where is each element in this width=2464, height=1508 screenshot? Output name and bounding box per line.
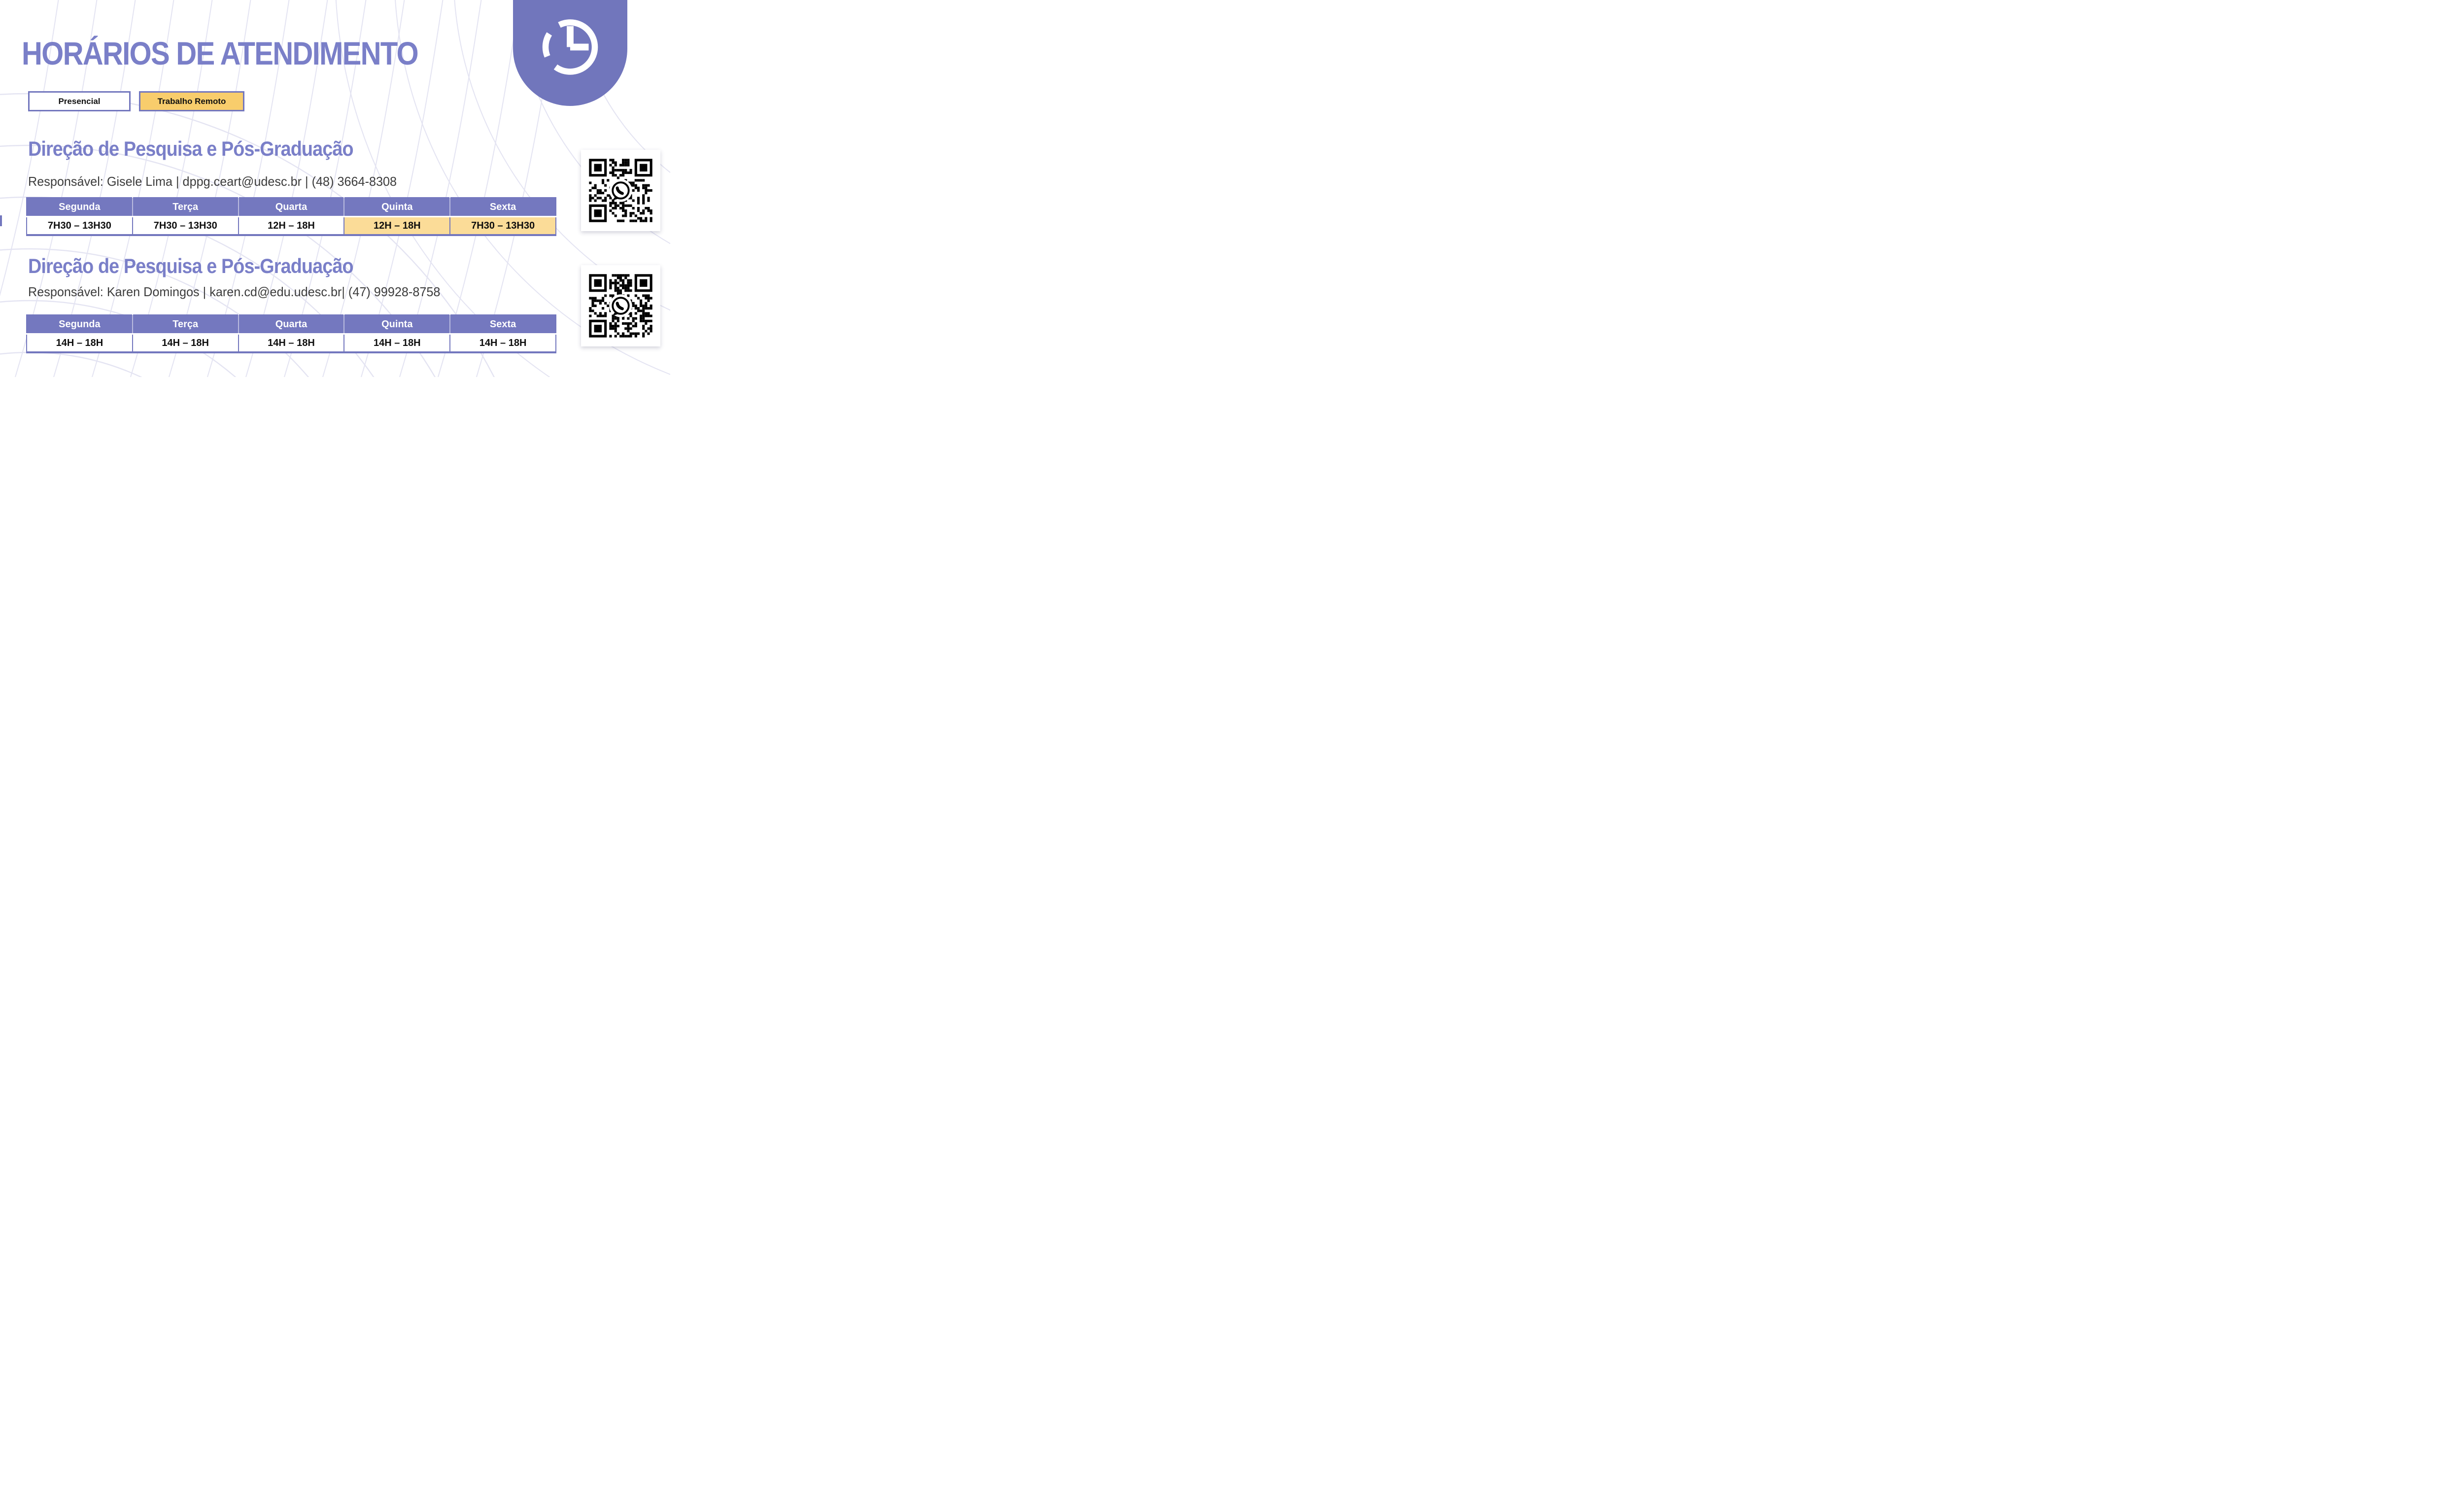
day-header-cell: Terça [132, 198, 239, 217]
hours-cell: 14H – 18H [238, 333, 345, 353]
slide: HORÁRIOS DE ATENDIMENTO Presencial Traba… [0, 0, 670, 377]
clock-badge [513, 0, 627, 106]
section-heading: Direção de Pesquisa e Pós-Graduação [28, 254, 354, 277]
day-header-cell: Sexta [449, 198, 556, 217]
qr-code-whatsapp [584, 154, 657, 227]
section-heading: Direção de Pesquisa e Pós-Graduação [28, 137, 354, 160]
clock-icon [542, 19, 598, 75]
qr-code-whatsapp [584, 269, 657, 343]
hours-cell: 12H – 18H [238, 216, 345, 236]
day-header-cell: Sexta [449, 315, 556, 335]
hours-cell: 7H30 – 13H30 [26, 216, 133, 236]
page-title: HORÁRIOS DE ATENDIMENTO [22, 35, 419, 71]
legend-label-presencial: Presencial [58, 96, 101, 106]
day-header-cell: Segunda [27, 315, 133, 335]
hours-cell: 14H – 18H [132, 333, 239, 353]
day-header-cell: Quinta [343, 315, 450, 335]
section-responsible: Responsável: Gisele Lima | dppg.ceart@ud… [28, 174, 397, 189]
edge-mark [0, 215, 2, 226]
day-header-cell: Segunda [27, 198, 133, 217]
hours-cell: 14H – 18H [449, 333, 556, 353]
qr-card [581, 150, 660, 231]
legend-label-remoto: Trabalho Remoto [157, 96, 226, 106]
hours-cell: 14H – 18H [343, 333, 451, 353]
qr-card [581, 265, 660, 346]
day-header-cell: Quinta [343, 198, 450, 217]
schedule-table: Segunda Terça Quarta Quinta Sexta 7H30 –… [26, 197, 556, 236]
hours-cell: 7H30 – 13H30 [132, 216, 239, 236]
legend: Presencial Trabalho Remoto [28, 91, 244, 111]
hours-cell: 14H – 18H [26, 333, 133, 353]
legend-item-remoto: Trabalho Remoto [139, 91, 244, 111]
day-header-cell: Quarta [238, 198, 344, 217]
hours-cell: 7H30 – 13H30 [449, 216, 556, 236]
legend-item-presencial: Presencial [28, 91, 131, 111]
schedule-table: Segunda Terça Quarta Quinta Sexta 14H – … [26, 314, 556, 353]
section-responsible: Responsável: Karen Domingos | karen.cd@e… [28, 284, 441, 299]
hours-cell: 12H – 18H [343, 216, 451, 236]
day-header-cell: Terça [132, 315, 239, 335]
day-header-cell: Quarta [238, 315, 344, 335]
